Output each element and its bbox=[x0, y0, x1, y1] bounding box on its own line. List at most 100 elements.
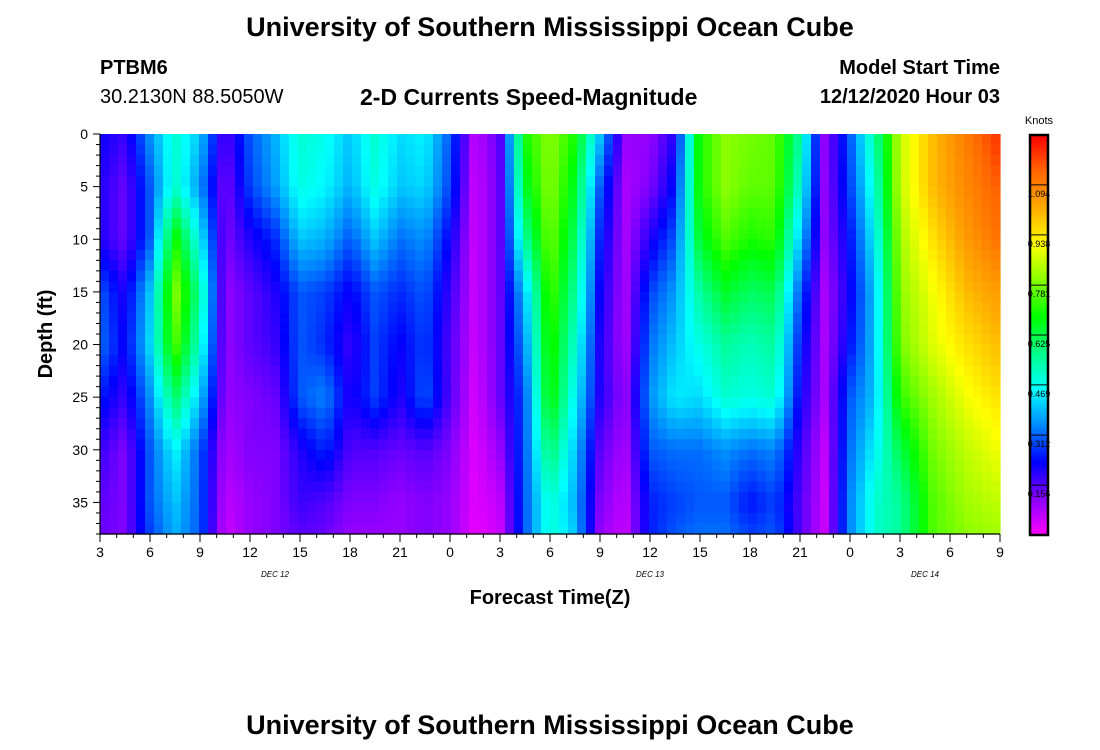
heatmap-cell bbox=[244, 260, 254, 272]
heatmap-cell bbox=[325, 407, 335, 419]
heatmap-cell bbox=[469, 470, 479, 482]
heatmap-cell bbox=[271, 386, 281, 398]
heatmap-cell bbox=[298, 165, 308, 177]
heatmap-cell bbox=[838, 397, 848, 409]
heatmap-cell bbox=[523, 512, 533, 525]
heatmap-cell bbox=[874, 491, 884, 504]
heatmap-cell bbox=[487, 407, 497, 419]
heatmap-cell bbox=[154, 249, 164, 261]
heatmap-cell bbox=[640, 228, 650, 240]
heatmap-cell bbox=[550, 481, 560, 493]
heatmap-cell bbox=[424, 491, 434, 504]
heatmap-cell bbox=[406, 176, 416, 188]
heatmap-cell bbox=[100, 134, 110, 146]
heatmap-cell bbox=[829, 470, 839, 482]
heatmap-cell bbox=[568, 186, 578, 198]
heatmap-cell bbox=[496, 418, 506, 430]
heatmap-cell bbox=[946, 418, 956, 430]
heatmap-cell bbox=[559, 218, 569, 230]
heatmap-cell bbox=[586, 249, 596, 261]
heatmap-cell bbox=[397, 344, 407, 356]
heatmap-cell bbox=[631, 460, 641, 472]
heatmap-cell bbox=[136, 418, 146, 430]
heatmap-cell bbox=[181, 302, 191, 314]
heatmap-cell bbox=[379, 428, 389, 440]
y-tick-label: 35 bbox=[72, 494, 88, 510]
heatmap-cell bbox=[199, 449, 209, 461]
heatmap-cell bbox=[766, 207, 776, 219]
heatmap-cell bbox=[640, 439, 650, 451]
heatmap-cell bbox=[406, 376, 416, 388]
heatmap-cell bbox=[865, 155, 875, 167]
heatmap-cell bbox=[217, 228, 227, 240]
heatmap-cell bbox=[613, 176, 623, 188]
heatmap-cell bbox=[757, 291, 767, 304]
heatmap-cell bbox=[406, 470, 416, 482]
heatmap-cell bbox=[478, 176, 488, 188]
heatmap-cell bbox=[595, 428, 605, 440]
heatmap-cell bbox=[883, 407, 893, 419]
heatmap-cell bbox=[847, 460, 857, 472]
heatmap-cell bbox=[793, 144, 803, 156]
heatmap-cell bbox=[424, 344, 434, 356]
heatmap-cell bbox=[775, 460, 785, 472]
heatmap-cell bbox=[361, 218, 371, 230]
heatmap-cell bbox=[388, 502, 398, 514]
heatmap-cell bbox=[226, 281, 236, 293]
heatmap-cell bbox=[613, 291, 623, 304]
heatmap-cell bbox=[307, 460, 317, 472]
heatmap-cell bbox=[559, 302, 569, 314]
heatmap-cell bbox=[541, 334, 551, 346]
heatmap-cell bbox=[676, 365, 686, 377]
heatmap-cell bbox=[901, 270, 911, 282]
heatmap-cell bbox=[739, 270, 749, 282]
heatmap-cell bbox=[667, 470, 677, 482]
heatmap-cell bbox=[955, 218, 965, 230]
heatmap-cell bbox=[100, 397, 110, 409]
heatmap-cell bbox=[109, 260, 119, 272]
heatmap-cell bbox=[820, 512, 830, 525]
heatmap-cell bbox=[469, 218, 479, 230]
heatmap-cell bbox=[487, 186, 497, 198]
heatmap-cell bbox=[757, 260, 767, 272]
heatmap-cell bbox=[325, 239, 335, 251]
heatmap-cell bbox=[658, 470, 668, 482]
heatmap-cell bbox=[703, 249, 713, 261]
heatmap-cell bbox=[739, 491, 749, 504]
heatmap-cell bbox=[361, 376, 371, 388]
heatmap-cell bbox=[919, 291, 929, 304]
heatmap-cell bbox=[316, 386, 326, 398]
heatmap-cell bbox=[928, 334, 938, 346]
heatmap-cell bbox=[766, 186, 776, 198]
heatmap-cell bbox=[586, 144, 596, 156]
heatmap-cell bbox=[712, 323, 722, 335]
heatmap-cell bbox=[127, 365, 137, 377]
heatmap-cell bbox=[766, 376, 776, 388]
heatmap-cell bbox=[199, 491, 209, 504]
heatmap-cell bbox=[874, 481, 884, 493]
heatmap-cell bbox=[865, 312, 875, 325]
heatmap-cell bbox=[676, 397, 686, 409]
x-tick-label: 0 bbox=[846, 544, 854, 560]
heatmap-cell bbox=[784, 502, 794, 514]
heatmap-cell bbox=[640, 239, 650, 251]
heatmap-cell bbox=[694, 355, 704, 367]
heatmap-cell bbox=[244, 481, 254, 493]
heatmap-cell bbox=[217, 491, 227, 504]
heatmap-cell bbox=[370, 165, 380, 177]
heatmap-cell bbox=[316, 512, 326, 525]
heatmap-cell bbox=[235, 239, 245, 251]
x-day-label: DEC 12 bbox=[261, 570, 290, 579]
heatmap-cell bbox=[559, 176, 569, 188]
heatmap-cell bbox=[955, 523, 965, 535]
heatmap-cell bbox=[208, 165, 218, 177]
heatmap-cell bbox=[982, 407, 992, 419]
heatmap-cell bbox=[496, 312, 506, 325]
heatmap-cell bbox=[865, 302, 875, 314]
heatmap-cell bbox=[208, 418, 218, 430]
heatmap-cell bbox=[910, 334, 920, 346]
heatmap-cell bbox=[523, 176, 533, 188]
heatmap-cell bbox=[892, 386, 902, 398]
heatmap-cell bbox=[343, 260, 353, 272]
heatmap-cell bbox=[874, 270, 884, 282]
